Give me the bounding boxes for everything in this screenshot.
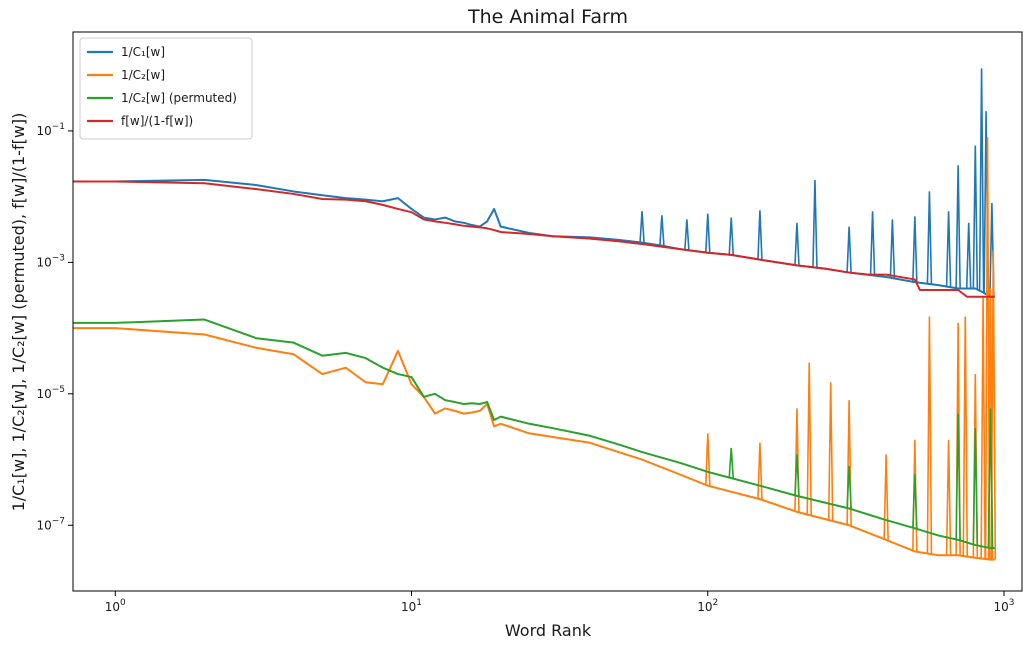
series-2 [73, 318, 995, 550]
series-0-spike [978, 68, 985, 292]
series-0-spike [846, 226, 852, 273]
series-0-spike [965, 222, 972, 289]
series-0-spike [889, 219, 896, 279]
series-0-spike [912, 216, 918, 283]
series-0-spike [659, 215, 665, 246]
series-1-spike [704, 433, 711, 486]
legend-item-0: 1/C₁[w] [87, 45, 165, 59]
series-0-spike [639, 211, 645, 243]
legend: 1/C₁[w] 1/C₂[w] 1/C₂[w] (permuted) f[w]/(1-… [79, 37, 253, 140]
series-2-spike [955, 413, 961, 540]
x-tick-label: 100 [105, 598, 126, 614]
series-1-spike [980, 296, 986, 559]
series-0-spike [684, 219, 690, 251]
series-1 [73, 137, 997, 561]
x-axis-label: Word Rank [505, 621, 592, 640]
series-line-3 [73, 180, 995, 298]
plot-area [73, 68, 997, 561]
series-3 [73, 180, 995, 298]
series-2-spike [987, 408, 994, 549]
y-tick-label: 10−5 [36, 385, 65, 401]
series-line-0 [115, 178, 995, 298]
axis-ticks: 100 101 102 103 10−7 10−5 10−3 10−1 [36, 122, 1014, 614]
series-line-2 [73, 318, 995, 550]
y-tick-label: 10−7 [36, 516, 65, 532]
y-tick-label: 10−1 [36, 122, 65, 138]
series-1-spike [827, 382, 834, 521]
series-2-spike [912, 474, 918, 529]
series-2-spike [794, 454, 800, 496]
y-axis-label: 1/C₁[w], 1/C₂[w], 1/C₂[w] (permuted), f[… [9, 113, 28, 512]
series-2-spike [728, 447, 735, 479]
legend-item-1: 1/C₂[w] [87, 68, 165, 82]
series-0-spike [728, 217, 735, 255]
series-0-spike [869, 211, 876, 276]
series-2-spike [846, 465, 852, 509]
legend-label: 1/C₂[w] (permuted) [121, 91, 237, 105]
legend-label: f[w]/(1-f[w]) [121, 114, 193, 128]
series-1-spike [757, 442, 763, 500]
series-0-spike [926, 191, 933, 285]
series-0-spike [757, 210, 763, 260]
series-0-spike [955, 165, 961, 289]
series-1-spike [806, 362, 813, 516]
series-0-spike [972, 145, 979, 289]
y-tick-label: 10−3 [36, 253, 65, 269]
legend-item-2: 1/C₂[w] (permuted) [87, 91, 237, 105]
x-tick-label: 103 [994, 598, 1015, 614]
legend-label: 1/C₁[w] [121, 45, 165, 59]
legend-label: 1/C₂[w] [121, 68, 165, 82]
series-0-spike [812, 179, 818, 268]
axes-frame [72, 31, 1023, 592]
legend-frame [79, 37, 253, 140]
series-line-1 [73, 327, 995, 561]
x-tick-label: 101 [401, 598, 422, 614]
series-0-spike [794, 222, 800, 266]
series-0-spike [945, 211, 952, 287]
chart-title: The Animal Farm [467, 6, 628, 28]
series-1-spike [990, 250, 997, 560]
x-tick-label: 102 [697, 598, 718, 614]
series-1-spike [962, 316, 969, 557]
legend-item-3: f[w]/(1-f[w]) [87, 114, 193, 128]
series-1-spike [945, 439, 952, 556]
series-0-spike [704, 213, 711, 253]
series-1-spike [883, 454, 889, 540]
series-2-spike [972, 428, 979, 546]
series-1-spike [926, 316, 933, 554]
